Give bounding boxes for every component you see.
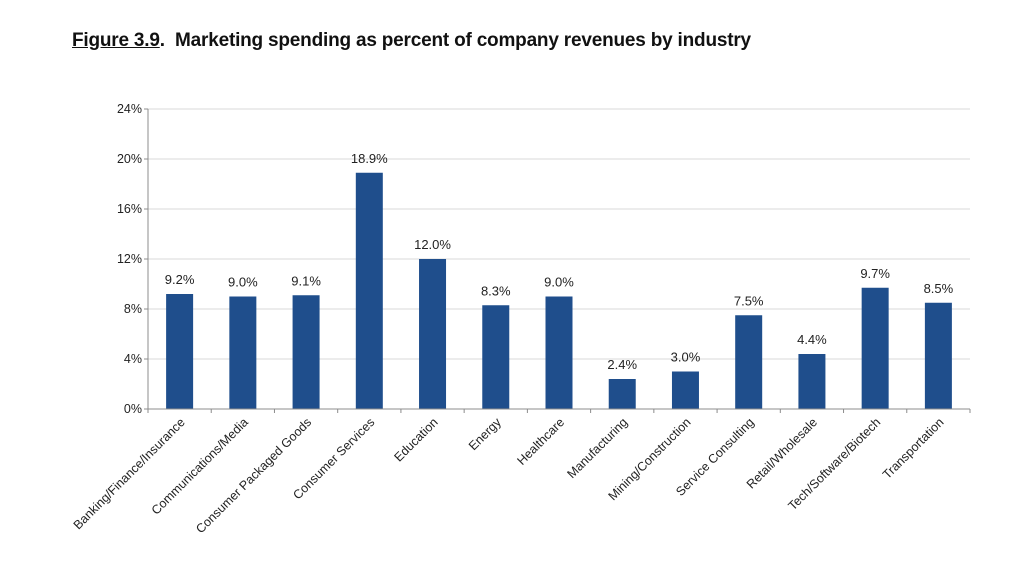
data-label: 9.7% [860,266,890,281]
bar [545,296,573,409]
data-label: 4.4% [797,332,827,347]
bar [861,287,889,409]
data-label: 8.3% [481,283,511,298]
axes [144,108,971,413]
bar [671,371,699,409]
y-tick-label: 24% [117,102,142,116]
y-axis-tick-labels: 0% 4% 8% 12% 16% 20% 24% [117,102,142,416]
bar [355,172,383,409]
figure-title-separator: . [159,30,165,51]
bar [229,296,257,409]
data-label: 2.4% [607,357,637,372]
figure-title: Figure 3.9. Marketing spending as percen… [72,30,751,52]
y-tick-label: 16% [117,202,142,216]
figure-number: Figure 3.9 [72,30,160,51]
x-axis-tick-labels: Banking/Finance/InsuranceCommunications/… [71,415,947,536]
y-tick-label: 4% [124,352,142,366]
bar [419,259,447,409]
bar [924,302,952,409]
data-label: 9.1% [291,273,321,288]
data-label: 9.2% [165,272,195,287]
x-tick-label: Healthcare [514,415,567,468]
y-tick-label: 8% [124,302,142,316]
y-tick-label: 12% [117,252,142,266]
data-label: 12.0% [414,237,451,252]
data-label: 7.5% [734,293,764,308]
data-label: 8.5% [924,281,954,296]
bar [798,354,826,409]
bar [292,295,320,409]
bar [166,294,194,409]
x-tick-label: Transportation [880,415,947,482]
bar [482,305,510,409]
data-label: 9.0% [228,275,258,290]
data-labels: 9.2% 9.0% 9.1% 18.9% 12.0% 8.3% 9.0% 2.4% 3.0% 7.… [165,151,954,372]
y-tick-label: 20% [117,152,142,166]
bar [608,379,636,409]
x-tick-label: Manufacturing [564,415,630,481]
data-label: 18.9% [351,151,388,166]
bars [166,172,952,409]
x-tick-label: Consumer Packaged Goods [193,415,314,536]
y-tick-label: 0% [124,402,142,416]
bar [735,315,763,409]
data-label: 9.0% [544,275,574,290]
data-label: 3.0% [671,350,701,365]
figure-title-text: Marketing spending as percent of company… [175,30,751,51]
x-tick-label: Education [391,415,440,464]
x-tick-label: Banking/Finance/Insurance [71,415,188,532]
x-tick-label: Energy [466,415,504,453]
